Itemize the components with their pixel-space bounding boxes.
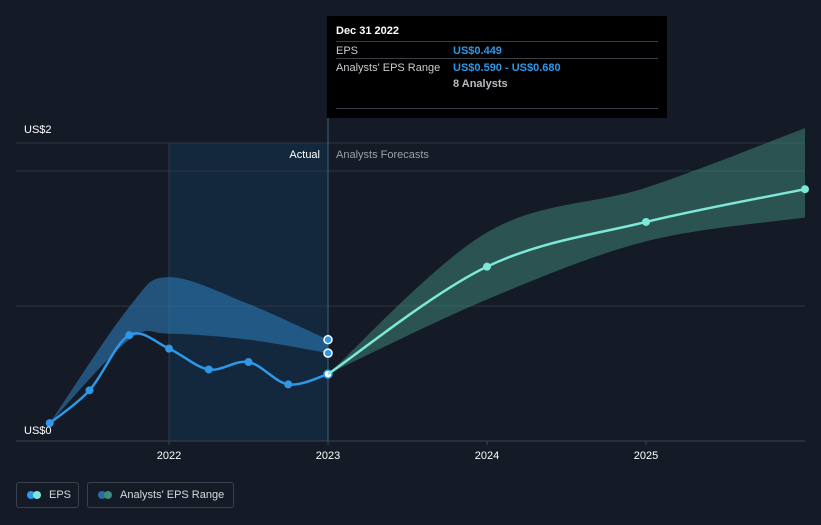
actual-region-label: Actual bbox=[289, 149, 320, 161]
x-tick-label-0: 2022 bbox=[157, 450, 181, 462]
forecast-region-label: Analysts Forecasts bbox=[336, 149, 429, 161]
tooltip-range-row: Analysts' EPS Range US$0.590 - US$0.680 bbox=[336, 58, 658, 76]
legend-range-button[interactable]: Analysts' EPS Range bbox=[87, 482, 234, 508]
data-point-1-2 bbox=[642, 217, 650, 226]
tooltip-date: Dec 31 2022 bbox=[336, 25, 399, 37]
legend-range-label: Analysts' EPS Range bbox=[120, 489, 225, 501]
data-point-1-1 bbox=[483, 262, 491, 271]
series-line-0 bbox=[48, 332, 329, 425]
legend-eps-swatch bbox=[27, 491, 43, 499]
tooltip-eps-value: US$0.449 bbox=[453, 45, 502, 57]
data-point-0-5 bbox=[244, 358, 253, 367]
x-tick-label-2: 2024 bbox=[475, 450, 499, 462]
series-line-1 bbox=[327, 187, 806, 376]
data-point-0-4 bbox=[204, 365, 213, 374]
data-point-0-2 bbox=[125, 331, 134, 340]
range-marker-1 bbox=[323, 334, 333, 345]
legend-eps-button[interactable]: EPS bbox=[16, 482, 79, 508]
y-tick-label-1: US$0 bbox=[24, 425, 52, 437]
tooltip-eps-row: EPS US$0.449 bbox=[336, 41, 658, 59]
tooltip-eps-label: EPS bbox=[336, 45, 359, 57]
tooltip-divider bbox=[336, 108, 658, 109]
historical-range-band bbox=[49, 277, 328, 424]
data-point-0-0 bbox=[45, 419, 54, 428]
tooltip-analysts-row: 8 Analysts bbox=[336, 75, 658, 92]
tooltip-range-label: Analysts' EPS Range bbox=[336, 62, 441, 74]
legend-eps-label: EPS bbox=[49, 489, 72, 501]
legend-range-swatch bbox=[98, 491, 114, 499]
range-marker-0 bbox=[323, 348, 333, 358]
tooltip-analysts-count: 8 Analysts bbox=[453, 78, 508, 90]
y-tick-label-0: US$2 bbox=[24, 124, 52, 136]
tooltip-range-value: US$0.590 - US$0.680 bbox=[453, 62, 561, 74]
x-tick-label-3: 2025 bbox=[634, 450, 658, 462]
data-point-0-1 bbox=[85, 386, 94, 395]
x-tick-label-1: 2023 bbox=[316, 450, 340, 462]
data-point-0-6 bbox=[284, 380, 293, 389]
data-point-0-3 bbox=[165, 344, 173, 353]
data-point-1-3 bbox=[801, 185, 809, 194]
tooltip: Dec 31 2022 EPS US$0.449 Analysts' EPS R… bbox=[327, 16, 667, 118]
forecast-range-band bbox=[328, 128, 805, 375]
